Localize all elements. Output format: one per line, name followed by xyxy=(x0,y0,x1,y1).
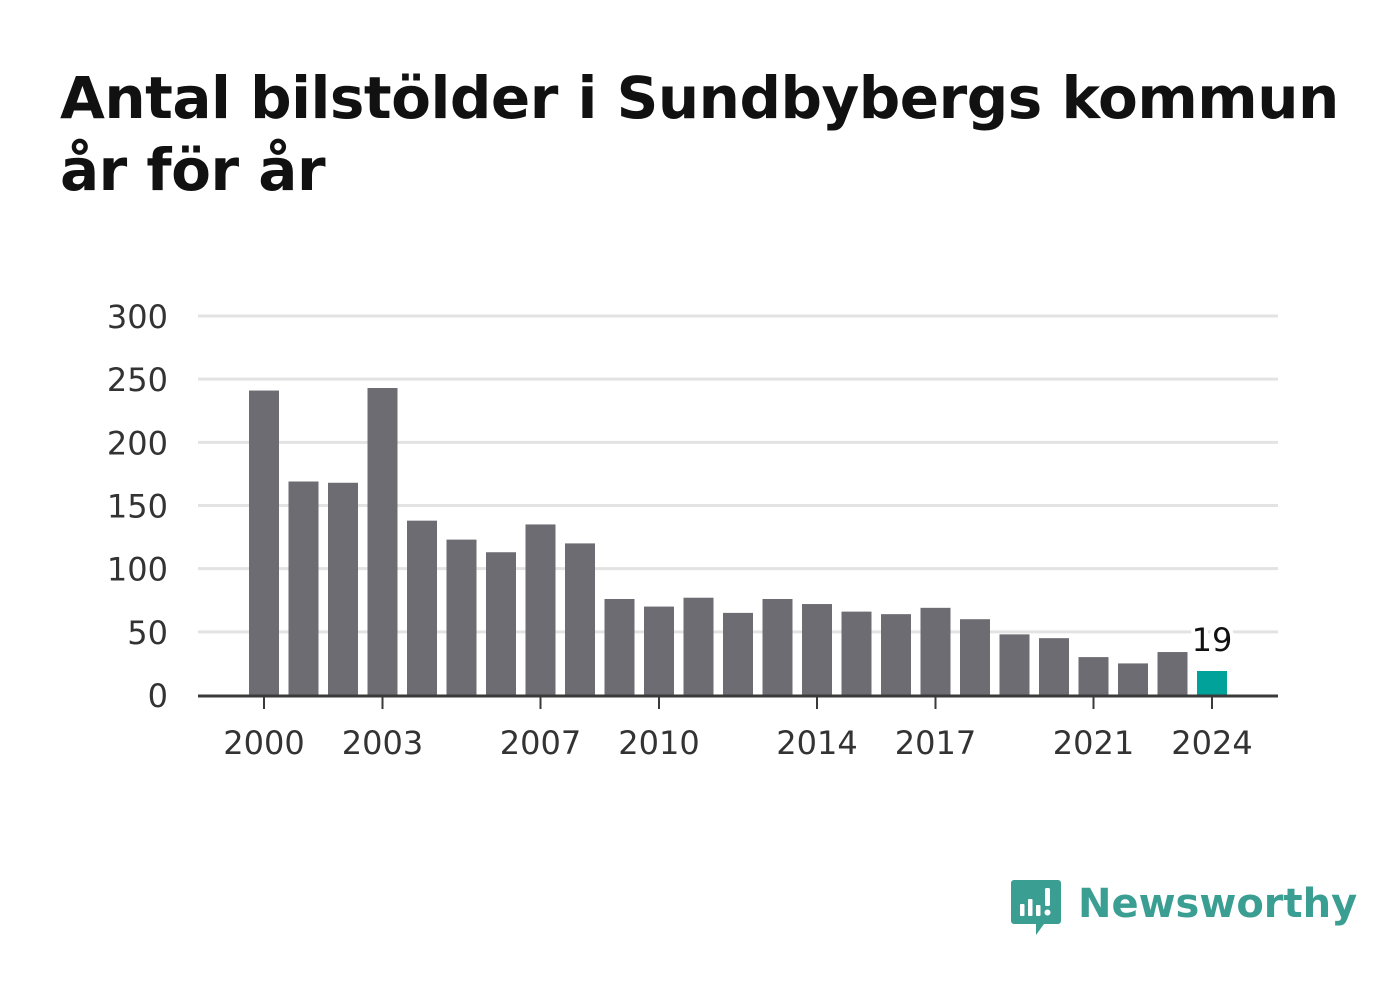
chart-title: Antal bilstölder i Sundbybergs kommun år… xyxy=(60,64,1339,204)
bar-2011 xyxy=(683,597,714,695)
bar-2012 xyxy=(723,612,753,695)
bar-2007 xyxy=(525,524,556,695)
bar-2013 xyxy=(762,598,793,695)
bar-2020 xyxy=(1039,638,1069,695)
bar-2018 xyxy=(960,619,990,695)
bar-2019 xyxy=(999,634,1030,695)
bar-2002 xyxy=(328,482,358,695)
y-tick-label: 250 xyxy=(107,361,168,399)
x-tick-label: 2017 xyxy=(895,724,976,762)
bar-2000 xyxy=(249,390,279,695)
bar-2014 xyxy=(802,604,832,695)
x-tick-label: 2003 xyxy=(342,724,423,762)
x-tick-label: 2000 xyxy=(223,724,304,762)
y-tick-label: 50 xyxy=(127,614,168,652)
bar-2015 xyxy=(841,611,872,695)
bar-2004 xyxy=(407,520,437,695)
bar-chart-speech-bubble-icon xyxy=(1011,880,1061,935)
bar-2024 xyxy=(1197,670,1227,695)
y-axis-tick-labels: 0 50 100 150 200 250 300 xyxy=(107,298,168,715)
bar-2016 xyxy=(881,614,911,695)
bar-2001 xyxy=(288,481,319,695)
y-tick-label: 200 xyxy=(107,424,168,462)
y-tick-label: 100 xyxy=(107,551,168,589)
x-axis-tick-labels: 2000 2003 2007 2010 2014 2017 2021 2024 xyxy=(223,724,1252,762)
brand-name: Newsworthy xyxy=(1078,881,1358,927)
bar-2006 xyxy=(486,552,516,695)
bar-2017 xyxy=(920,607,951,695)
x-tick-label: 2021 xyxy=(1053,724,1134,762)
data-label-halo: 19 xyxy=(1192,621,1233,659)
bar-2022 xyxy=(1118,663,1148,695)
bar-2009 xyxy=(604,598,635,695)
data-label: 19 xyxy=(1192,621,1233,659)
grid-lines xyxy=(198,314,1278,634)
x-tick-label: 2007 xyxy=(500,724,581,762)
bar-2010 xyxy=(644,606,674,695)
newsworthy-logo: Newsworthy xyxy=(1010,878,1357,942)
bar-2003 xyxy=(367,388,398,695)
bar-2008 xyxy=(565,543,595,695)
x-tick-label: 2024 xyxy=(1171,724,1252,762)
bar-2021 xyxy=(1078,657,1109,695)
y-tick-label: 0 xyxy=(148,677,168,715)
x-tick-label: 2010 xyxy=(618,724,699,762)
bars xyxy=(249,388,1227,695)
bar-2005 xyxy=(446,539,477,695)
y-tick-label: 150 xyxy=(107,488,168,526)
x-tick-label: 2014 xyxy=(776,724,857,762)
x-axis xyxy=(198,694,1278,709)
bar-2023 xyxy=(1157,652,1188,695)
y-tick-label: 300 xyxy=(107,298,168,336)
